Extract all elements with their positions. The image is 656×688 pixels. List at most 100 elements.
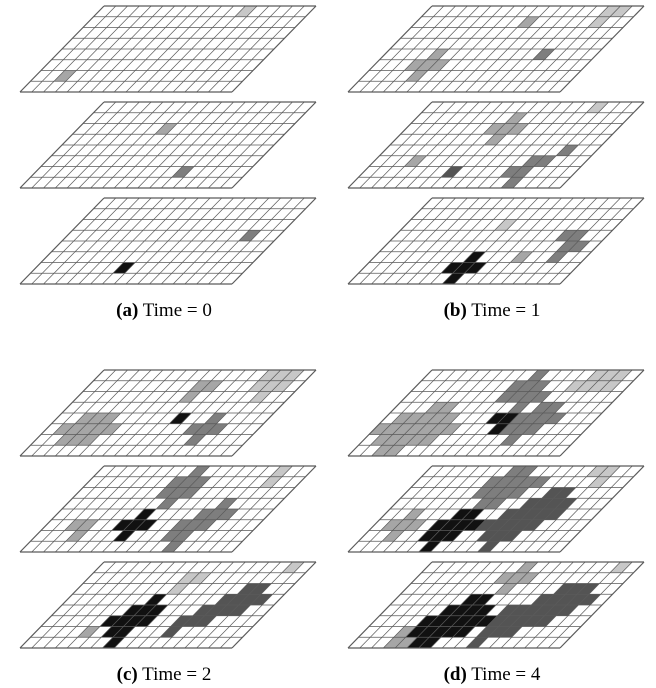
shaded-cell (418, 637, 441, 648)
shaded-cell (587, 380, 610, 392)
shaded-cell (482, 123, 506, 135)
grid-col-line (137, 561, 223, 649)
grid-col-line (524, 5, 609, 93)
grid-col-line (172, 465, 258, 553)
shaded-cell (501, 177, 524, 188)
shaded-cell (77, 626, 100, 638)
shaded-cell (270, 466, 293, 477)
shaded-cell (99, 423, 123, 435)
grid-col-line (149, 369, 234, 457)
grid-col-line (371, 369, 456, 457)
shaded-cell (77, 434, 100, 446)
grid-col-line (208, 5, 293, 93)
grid-col-line (78, 197, 164, 285)
grid-col-line (161, 369, 246, 457)
shaded-cell (54, 70, 77, 82)
grid-col-line (500, 561, 586, 649)
shaded-cell (506, 391, 529, 403)
caption-a: (a) Time = 0 (116, 300, 212, 321)
shaded-cell (112, 262, 136, 274)
shaded-cell (472, 594, 495, 605)
shaded-cell (503, 466, 527, 477)
shaded-cell (154, 123, 178, 135)
shaded-cell (216, 509, 239, 520)
shaded-cell (505, 112, 528, 124)
caption-a-letter: (a) (116, 300, 138, 321)
shaded-cell (404, 155, 427, 167)
grid-col-line (359, 197, 445, 285)
grid-col-line (547, 369, 633, 457)
shaded-cell (494, 219, 517, 231)
shaded-cell (488, 626, 511, 638)
shaded-cell (461, 605, 485, 616)
shaded-cell (170, 519, 193, 531)
caption-d-letter: (d) (444, 664, 467, 685)
shaded-cell (194, 423, 217, 435)
grid-col-line (489, 197, 574, 285)
grid-col-line (66, 561, 152, 649)
shaded-cell (405, 70, 428, 82)
shaded-cell (98, 413, 121, 424)
shaded-cell (475, 615, 498, 627)
grid-col-line (524, 465, 609, 553)
shaded-cell (76, 519, 99, 531)
grid-col-line (371, 197, 456, 285)
grid-col-line (31, 101, 117, 189)
grid-col-line (347, 101, 433, 189)
shaded-cell (493, 572, 516, 584)
grid-col-line (231, 197, 317, 285)
shaded-cell (200, 380, 224, 392)
grid-col-line (465, 101, 551, 189)
shaded-cell (498, 615, 521, 627)
grid-col-line (31, 197, 117, 285)
grid-col-line (512, 101, 598, 189)
grid-col-line (347, 465, 433, 553)
shaded-cell (182, 519, 205, 531)
grid-col-line (184, 465, 270, 553)
shaded-cell (88, 423, 111, 435)
grid-col-line (125, 561, 211, 649)
grid-col-line (418, 197, 503, 285)
grid-col-line (196, 561, 281, 649)
shaded-cell (556, 605, 579, 616)
grid-col-line (453, 369, 539, 457)
grid-col-line (43, 101, 128, 189)
grid-col-line (418, 101, 503, 189)
grid-col-line (430, 101, 515, 189)
grid-col-line (536, 5, 621, 93)
grid-col-line (383, 369, 468, 457)
shaded-cell (135, 519, 158, 531)
shaded-cell (416, 615, 439, 627)
grid-col-line (196, 197, 281, 285)
grid-col-line (430, 369, 515, 457)
shaded-cell (532, 49, 555, 60)
grid-col-line (347, 369, 433, 457)
grid-col-line (418, 561, 503, 649)
grid-col-line (125, 197, 211, 285)
shaded-cell (440, 626, 464, 638)
grid-col-line (453, 465, 539, 553)
grid-col-line (78, 5, 164, 93)
shaded-cell (238, 230, 261, 241)
grid-col-line (219, 197, 305, 285)
grid-col-line (102, 197, 187, 285)
shaded-cell (112, 626, 136, 638)
shaded-cell (497, 509, 520, 520)
grid-col-line (453, 101, 539, 189)
shaded-cell (498, 423, 521, 435)
grid-col-line (219, 369, 305, 457)
grid-col-line (137, 5, 223, 93)
grid-col-line (394, 561, 480, 649)
grid-col-line (19, 369, 105, 457)
grid-col-line (512, 561, 598, 649)
grid-col-line (383, 465, 468, 553)
grid-col-line (536, 561, 621, 649)
shaded-cell (452, 626, 475, 638)
shaded-cell (215, 594, 238, 605)
grid-col-line (125, 5, 211, 93)
panel-a (19, 5, 317, 285)
shaded-cell (160, 530, 183, 542)
grid-col-line (161, 465, 246, 553)
grid-col-line (536, 101, 621, 189)
grid-col-line (489, 561, 574, 649)
